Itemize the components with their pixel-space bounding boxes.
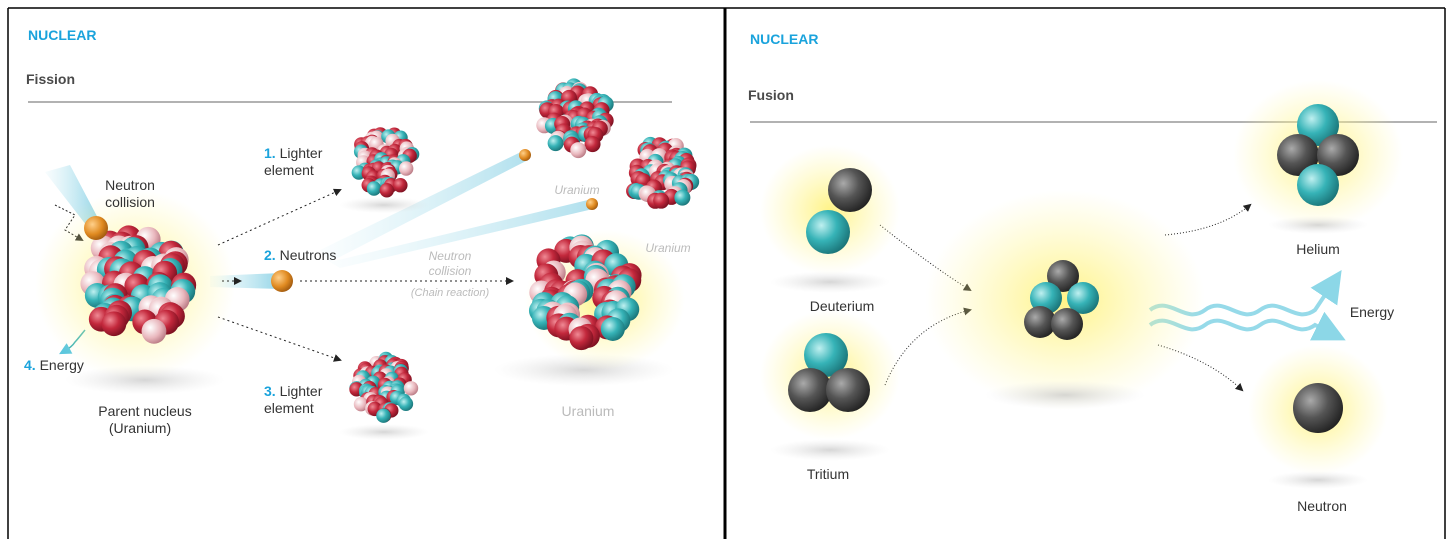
label: Uranium	[554, 183, 599, 197]
particle	[404, 381, 418, 395]
shadow	[65, 366, 225, 395]
shadow	[339, 197, 429, 213]
particle	[84, 216, 108, 240]
label: (Uranium)	[109, 420, 171, 436]
label-line: Energy	[40, 357, 84, 373]
particle	[271, 270, 293, 292]
label-line: (Chain reaction)	[411, 287, 490, 299]
title: Fission	[26, 71, 75, 87]
label: Deuterium	[810, 298, 875, 314]
label-line: Lighter	[280, 145, 323, 161]
particle	[570, 142, 586, 158]
particle	[569, 326, 593, 350]
particle	[828, 168, 872, 212]
title: Fusion	[748, 87, 794, 103]
shadow	[1268, 471, 1368, 489]
particle	[586, 198, 598, 210]
kicker: NUCLEAR	[750, 31, 818, 47]
label-line: collision	[429, 264, 472, 278]
label-line: Neutron	[105, 177, 155, 193]
particle	[548, 135, 564, 151]
label-line: Neutrons	[280, 247, 337, 263]
label-line: element	[264, 162, 314, 178]
label: Uranium	[645, 241, 690, 255]
particle	[393, 178, 407, 192]
label-line: element	[264, 400, 314, 416]
particle	[1293, 383, 1343, 433]
particle	[788, 368, 832, 412]
shadow	[1268, 216, 1368, 234]
particle	[585, 136, 601, 152]
figure: NUCLEAR Fission Neutroncollision 1. Ligh…	[0, 0, 1451, 539]
particle	[826, 368, 870, 412]
particle	[399, 161, 413, 175]
label: Tritium	[807, 466, 849, 482]
shadow	[770, 439, 890, 461]
label: Helium	[1296, 241, 1340, 257]
label-line: Lighter	[280, 383, 323, 399]
page: NUCLEAR Fission Neutroncollision 1. Ligh…	[0, 0, 1451, 539]
particle	[1051, 308, 1083, 340]
step-number: 1.	[264, 145, 276, 161]
shadow	[339, 424, 429, 440]
shadow	[985, 381, 1145, 410]
particle	[367, 181, 381, 195]
particle	[674, 190, 690, 206]
label: Uranium	[562, 403, 615, 419]
particle	[399, 397, 413, 411]
particle	[519, 149, 531, 161]
particle	[601, 317, 625, 341]
step-number: 3.	[264, 383, 276, 399]
particle	[653, 193, 669, 209]
particle	[102, 311, 127, 336]
particle	[1297, 164, 1339, 206]
label: Parent nucleus	[98, 403, 191, 419]
glow	[760, 145, 900, 275]
particle	[376, 409, 390, 423]
particle	[806, 210, 850, 254]
particle	[142, 319, 167, 344]
label: 2. Neutrons	[264, 247, 336, 263]
shadow	[770, 271, 890, 293]
glow	[925, 190, 1205, 410]
label: 4. Energy	[24, 357, 84, 373]
step-number: 2.	[264, 247, 276, 263]
label: Energy	[1350, 304, 1394, 320]
kicker: NUCLEAR	[28, 27, 96, 43]
label-line: Neutron	[429, 249, 472, 263]
label-line: collision	[105, 194, 155, 210]
label: Neutron	[1297, 498, 1347, 514]
particle	[380, 183, 394, 197]
step-number: 4.	[24, 357, 36, 373]
